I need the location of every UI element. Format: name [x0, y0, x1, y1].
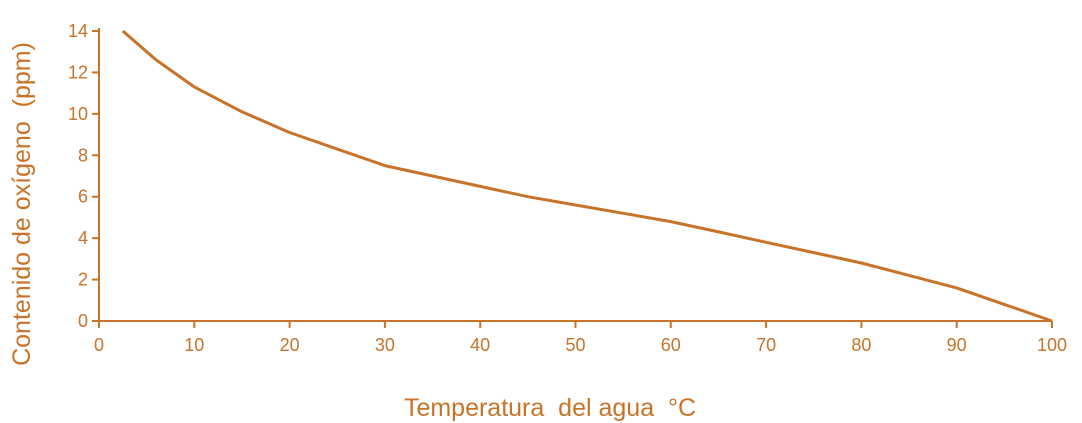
- y-tick-label: 10: [68, 104, 88, 124]
- oxygen-curve: [121, 29, 1053, 323]
- y-tick-label: 0: [78, 311, 88, 331]
- x-tick-label: 60: [661, 335, 681, 355]
- y-ticks: 0 2 4 6 8 10 12 14: [68, 21, 99, 331]
- x-tick-label: 40: [470, 335, 490, 355]
- y-axis-title: Contenido de oxígeno (ppm): [8, 42, 36, 366]
- y-tick-label: 2: [78, 270, 88, 290]
- x-tick-label: 70: [756, 335, 776, 355]
- x-tick-label: 30: [375, 335, 395, 355]
- y-tick-label: 14: [68, 21, 88, 41]
- x-tick-label: 90: [947, 335, 967, 355]
- x-tick-label: 80: [851, 335, 871, 355]
- x-ticks: 0 10 20 30 40 50 60 70 80 90 100: [94, 321, 1067, 355]
- y-tick-label: 6: [78, 187, 88, 207]
- y-tick-label: 4: [78, 228, 88, 248]
- y-tick-label: 8: [78, 145, 88, 165]
- x-tick-label: 50: [565, 335, 585, 355]
- x-tick-label: 100: [1037, 335, 1067, 355]
- x-tick-label: 0: [94, 335, 104, 355]
- x-tick-label: 10: [184, 335, 204, 355]
- x-tick-label: 20: [280, 335, 300, 355]
- x-axis-title: Temperatura del agua °C: [404, 394, 696, 422]
- y-tick-label: 12: [68, 62, 88, 82]
